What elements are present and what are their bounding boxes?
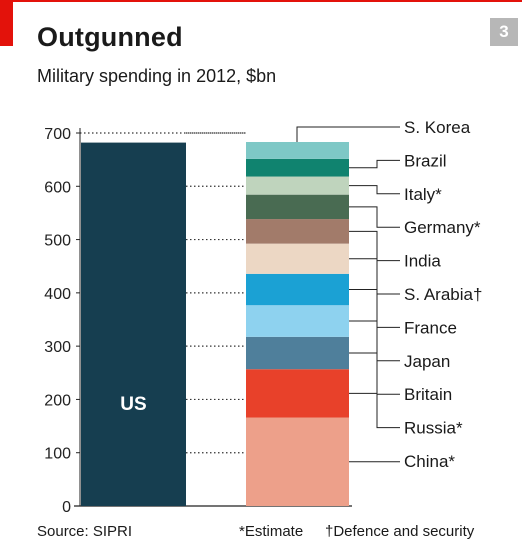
chart-number-badge: 3 <box>490 18 518 46</box>
stack-label-6: India <box>404 252 441 271</box>
top-rule <box>0 0 522 2</box>
stack-segment-9 <box>246 158 349 177</box>
us-bar <box>81 142 186 506</box>
leader-line-6 <box>349 230 400 262</box>
y-tick-label-700: 700 <box>44 126 71 143</box>
leader-line-7 <box>349 206 400 228</box>
stack-label-3: Japan <box>404 352 450 371</box>
leader-line-2 <box>349 352 400 395</box>
stack-segment-3 <box>246 305 349 337</box>
leader-line-9 <box>349 159 400 169</box>
stack-label-9: Brazil <box>404 151 447 170</box>
y-tick-label-0: 0 <box>62 499 71 516</box>
stack-segment-4 <box>246 273 349 306</box>
stack-label-0: China* <box>404 452 455 471</box>
y-tick-label-100: 100 <box>44 446 71 463</box>
stack-segment-7 <box>246 194 349 220</box>
leader-line-3 <box>349 320 400 362</box>
y-tick-label-200: 200 <box>44 392 71 409</box>
stack-label-1: Russia* <box>404 419 463 438</box>
brand-red-tag <box>0 0 13 46</box>
stack-segment-10 <box>246 142 349 159</box>
estimate-footnote: *Estimate <box>239 523 304 540</box>
stack-segment-0 <box>246 417 349 506</box>
stack-label-7: Germany* <box>404 218 481 237</box>
stack-segment-6 <box>246 219 349 244</box>
chart-title: Outgunned <box>37 22 183 52</box>
stack-label-8: Italy* <box>404 185 442 204</box>
us-bar-label: US <box>120 394 146 415</box>
leader-line-4 <box>349 289 400 328</box>
leader-line-10 <box>296 126 400 143</box>
y-tick-label-300: 300 <box>44 339 71 356</box>
stack-segment-5 <box>246 243 349 274</box>
chart-subtitle: Military spending in 2012, $bn <box>37 66 277 86</box>
leader-line-5 <box>349 258 400 295</box>
stack-segment-2 <box>246 336 349 370</box>
y-tick-label-400: 400 <box>44 286 71 303</box>
stack-label-5: S. Arabia† <box>404 285 482 304</box>
leader-line-1 <box>349 392 400 429</box>
stack-label-10: S. Korea <box>404 118 471 137</box>
y-tick-label-500: 500 <box>44 233 71 250</box>
stack-label-4: France <box>404 318 457 337</box>
stack-segment-1 <box>246 369 349 418</box>
stack-label-2: Britain <box>404 385 452 404</box>
y-tick-label-600: 600 <box>44 179 71 196</box>
leader-line-8 <box>349 185 400 195</box>
stack-segment-8 <box>246 176 349 195</box>
defence-footnote: †Defence and security <box>325 523 475 540</box>
source-note: Source: SIPRI <box>37 523 133 540</box>
